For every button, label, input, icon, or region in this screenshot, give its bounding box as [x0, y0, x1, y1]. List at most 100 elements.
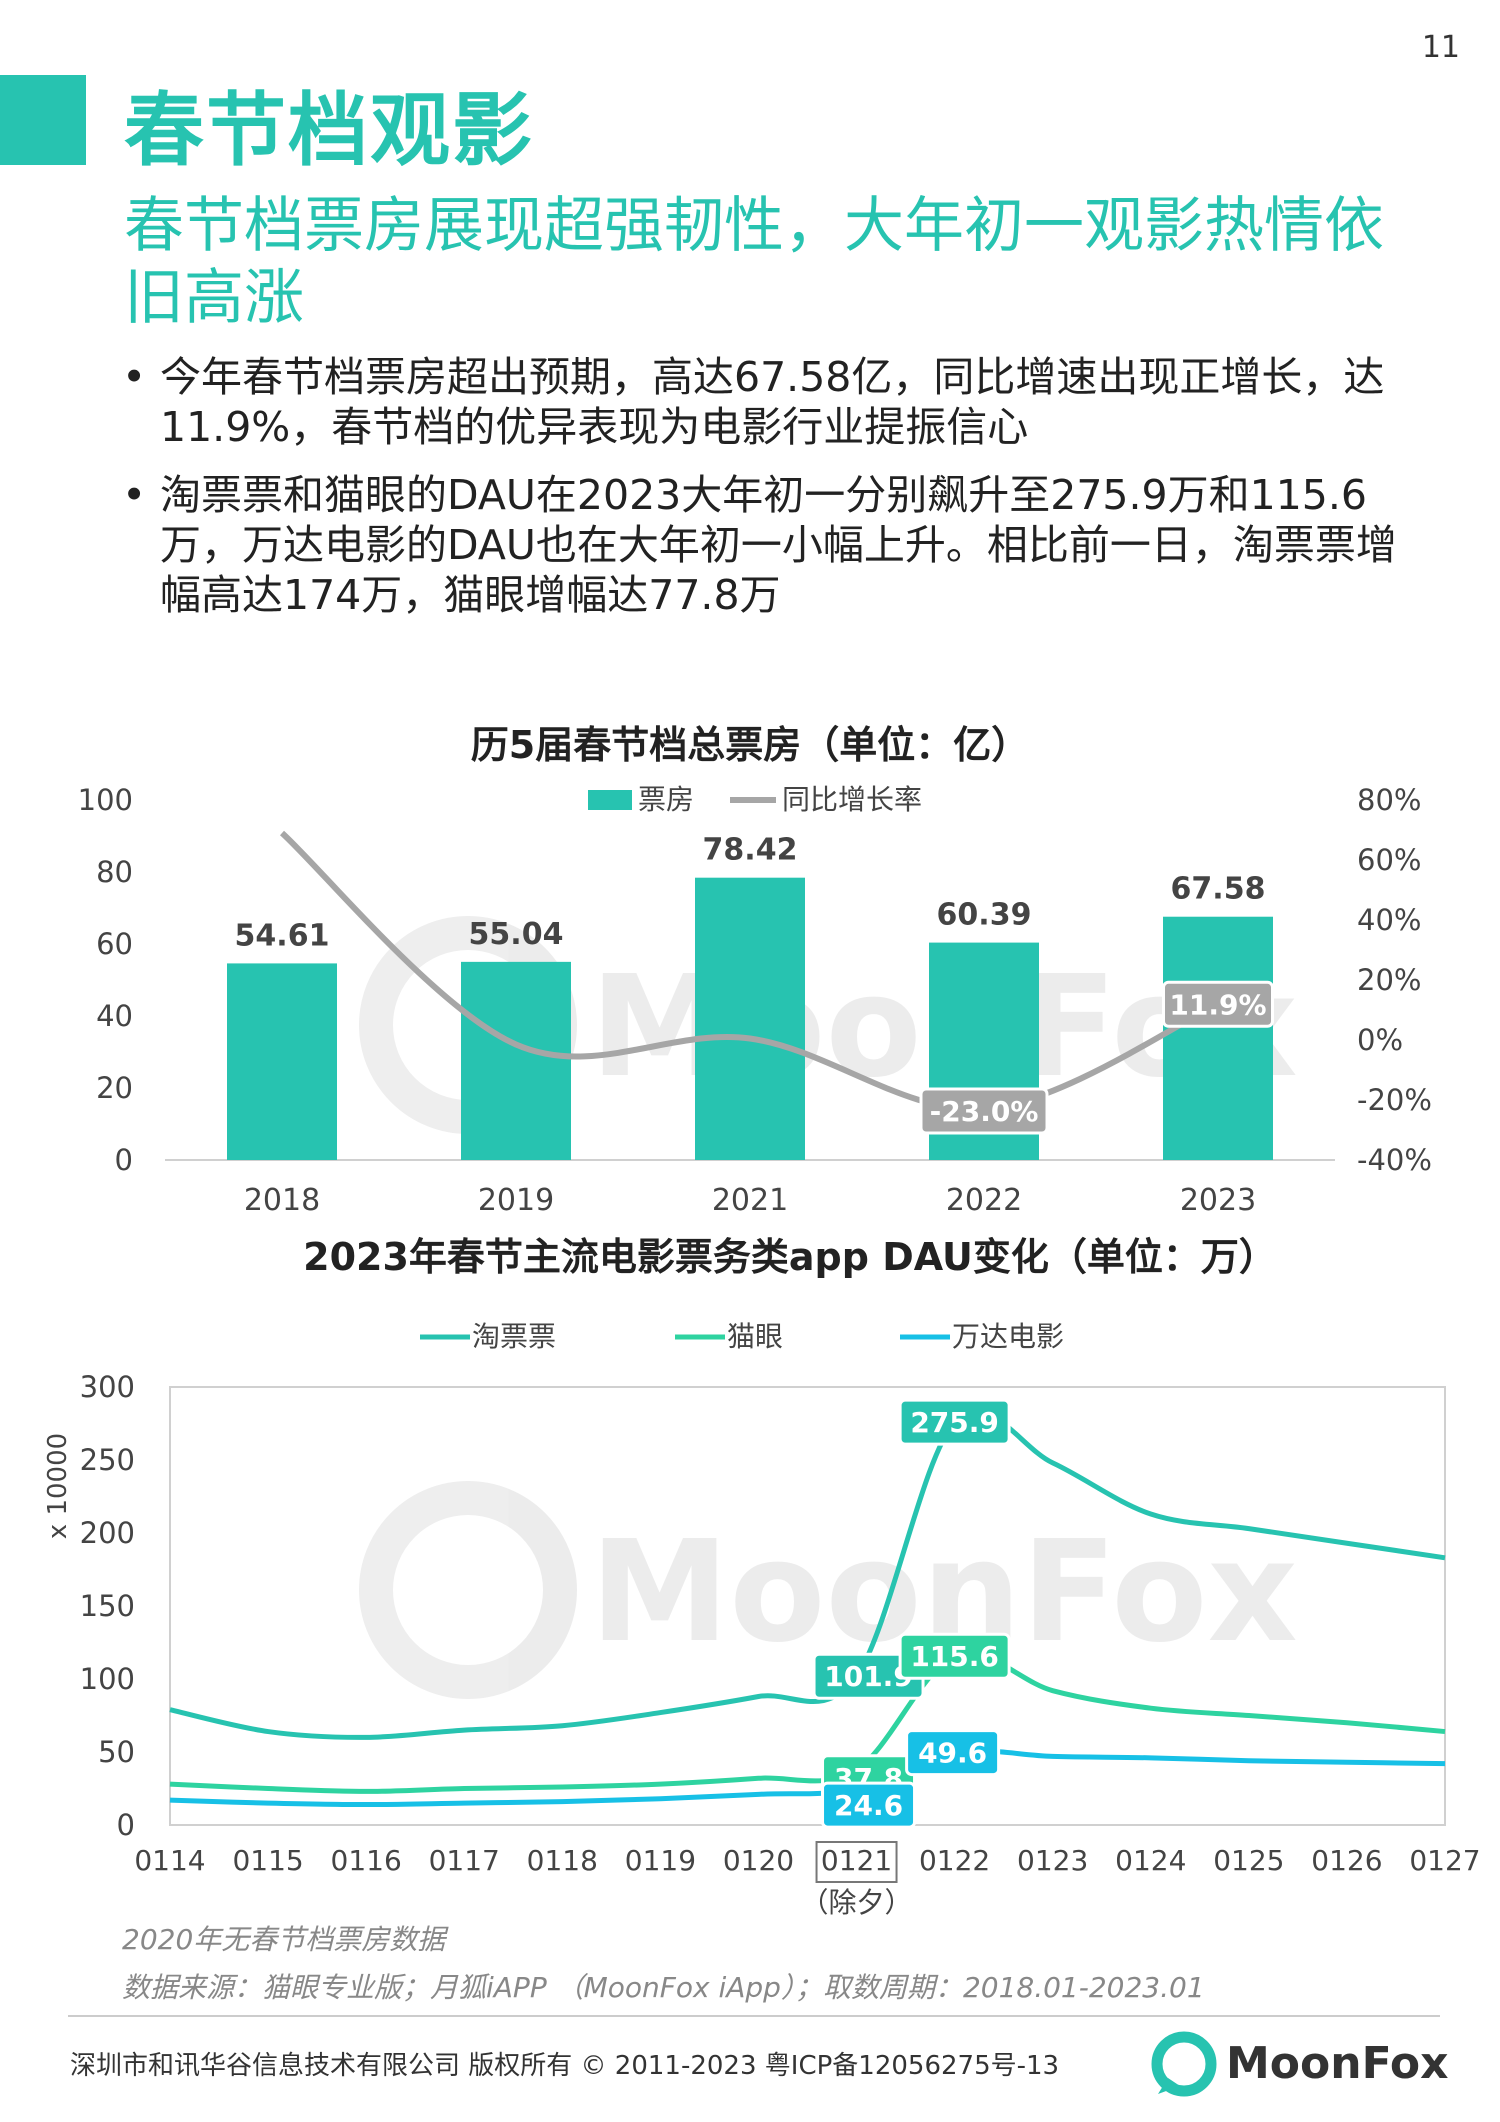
chart2-data-label-bg [898, 1398, 1011, 1446]
chart2-data-label-text: 275.9 [910, 1406, 999, 1439]
chart2-data-label: 115.6 [898, 1632, 1011, 1680]
chart2-title: 2023年春节主流电影票务类app DAU变化（单位：万） [303, 1235, 1277, 1279]
chart2-data-label-bg [905, 1729, 1001, 1777]
page-number: 11 [1421, 30, 1460, 65]
chart1-bars: 54.61 55.04 78.42 60.39 67.58 [227, 833, 1273, 1160]
chart2-data-label-bg [821, 1781, 917, 1829]
chart1-growth-label-text: 11.9% [1169, 988, 1266, 1021]
chart2-y-tick: 250 [80, 1443, 135, 1477]
chart2-y-tick: 150 [80, 1589, 135, 1623]
chart2-data-label-text: 101.9 [824, 1660, 913, 1693]
chart2-x-tick: 0114 [134, 1844, 205, 1877]
chart2-legend: 淘票票 猫眼 万达电影 [420, 1320, 1064, 1353]
chart1-y2-tick: 0% [1357, 1023, 1403, 1057]
bullet-list: 今年春节档票房超出预期，高达67.58亿，同比增速出现正增长，达11.9%，春节… [120, 352, 1430, 638]
chart2-x-tick: 0125 [1213, 1844, 1284, 1877]
bullet-item: 今年春节档票房超出预期，高达67.58亿，同比增速出现正增长，达11.9%，春节… [120, 352, 1430, 452]
legend-label-wanda: 万达电影 [952, 1320, 1064, 1353]
chart2-x-tick: 0118 [527, 1844, 598, 1877]
chart1-bar-label: 78.42 [703, 833, 798, 868]
chart2-series-line [169, 1748, 1446, 1808]
chart1-bar-label: 55.04 [469, 917, 564, 952]
chart1-title: 历5届春节档总票房（单位：亿） [471, 723, 1029, 767]
chart2-data-label-text: 24.6 [834, 1789, 903, 1822]
chart1-growth-label-text: -23.0% [930, 1095, 1039, 1128]
chart1-growth-label: -23.0% [919, 1087, 1049, 1135]
chart1-growth-line: -23.0% 11.9% [279, 830, 1274, 1135]
chart1-x-tick: 2018 [244, 1183, 320, 1218]
chart1-x-tick: 2021 [712, 1183, 788, 1218]
title-accent-bar [0, 75, 86, 165]
chart1-y2-tick: 60% [1357, 843, 1421, 877]
legend-label-growth: 同比增长率 [782, 783, 922, 816]
chart1-bar [227, 963, 337, 1160]
chart2-x-tick: 0122 [919, 1844, 990, 1877]
chart1-y2-tick: 40% [1357, 903, 1421, 937]
page-subtitle: 春节档票房展现超强韧性，大年初一观影热情依旧高涨 [124, 191, 1384, 333]
chart2-y-axis: 0 50 100 150 200 250 300 [80, 1370, 135, 1842]
dau-chart: 2023年春节主流电影票务类app DAU变化（单位：万） 淘票票 猫眼 万达电… [43, 1235, 1481, 1919]
chart2-x-axis: 0114 0115 0116 0117 0118 0119 0120 0121 0122 0123… [134, 1841, 1481, 1919]
chart2-y-tick: 300 [80, 1370, 135, 1404]
chart1-bar-label: 67.58 [1171, 872, 1266, 907]
chart1-y-tick: 0 [115, 1143, 133, 1177]
chart1-bar [461, 961, 571, 1160]
chart1-y2-tick: 20% [1357, 963, 1421, 997]
chart1-growth-label-bg [919, 1087, 1049, 1135]
chart2-y-axis-title: x 10000 [43, 1433, 73, 1539]
svg-text:MoonFox: MoonFox [1226, 2038, 1448, 2089]
chart1-growth-path [279, 830, 1220, 1113]
copyright-text: 深圳市和讯华谷信息技术有限公司 版权所有 © 2011-2023 粤ICP备12… [70, 2051, 1060, 2081]
footer-divider [68, 2015, 1440, 2017]
chart2-highlight-note: （除夕） [801, 1886, 913, 1919]
chart1-y-tick: 40 [96, 999, 133, 1033]
legend-label-box-office: 票房 [638, 783, 694, 816]
chart2-x-tick: 0124 [1115, 1844, 1186, 1877]
chart1-left-axis: 0 20 40 60 80 100 [78, 783, 133, 1177]
chart2-x-tick: 0119 [625, 1844, 696, 1877]
chart1-bar-label: 60.39 [937, 898, 1032, 933]
chart2-x-tick: 0121 [821, 1844, 892, 1877]
chart2-data-label-text: 115.6 [910, 1640, 999, 1673]
chart2-x-tick: 0127 [1409, 1844, 1480, 1877]
chart2-plot-frame [169, 1386, 1446, 1826]
chart2-y-tick: 200 [80, 1516, 135, 1550]
chart-note: 2020年无春节档票房数据 [122, 1923, 446, 1956]
moonfox-logo: MoonFox [1151, 2031, 1448, 2097]
chart1-y2-tick: -40% [1357, 1143, 1432, 1177]
legend-swatch-bar [588, 790, 632, 810]
chart2-highlight-box [815, 1841, 898, 1883]
data-source: 数据来源：猫眼专业版；月狐iAPP （MoonFox iApp）；取数周期：20… [122, 1971, 1205, 2004]
chart2-y-tick: 100 [80, 1662, 135, 1696]
chart1-y-tick: 60 [96, 927, 133, 961]
legend-label-taopiaopiao: 淘票票 [472, 1320, 556, 1353]
bullet-item: 淘票票和猫眼的DAU在2023大年初一分别飙升至275.9万和115.6万，万达… [120, 470, 1430, 620]
chart2-y-tick: 0 [117, 1808, 135, 1842]
legend-label-maoyan: 猫眼 [727, 1320, 783, 1353]
chart1-y-tick: 80 [96, 855, 133, 889]
chart1-right-axis: -40% -20% 0% 20% 40% 60% 80% [1357, 783, 1432, 1177]
chart1-y-tick: 100 [78, 783, 133, 817]
chart2-data-label: 275.9 [898, 1398, 1011, 1446]
chart2-series-line [169, 1651, 1446, 1794]
box-office-chart: 历5届春节档总票房（单位：亿） 票房 同比增长率 0 20 40 60 80 100 -4… [78, 723, 1432, 1218]
chart2-x-tick: 0123 [1017, 1844, 1088, 1877]
chart1-x-axis: 2018 2019 2021 2022 2023 [244, 1183, 1256, 1218]
chart1-y2-tick: 80% [1357, 783, 1421, 817]
page-title: 春节档观影 [124, 84, 534, 177]
chart1-x-tick: 2023 [1180, 1183, 1256, 1218]
chart1-bar-label: 54.61 [235, 918, 330, 953]
chart1-growth-label-bg [1162, 980, 1274, 1028]
chart2-data-label: 24.6 [821, 1781, 917, 1829]
chart2-x-tick: 0115 [232, 1844, 303, 1877]
chart2-x-tick: 0126 [1311, 1844, 1382, 1877]
chart2-data-label-text: 49.6 [918, 1737, 987, 1770]
chart1-bar [1163, 916, 1273, 1160]
chart1-y-tick: 20 [96, 1071, 133, 1105]
chart1-x-tick: 2022 [946, 1183, 1022, 1218]
chart2-data-label-bg [898, 1632, 1011, 1680]
chart1-legend: 票房 同比增长率 [588, 783, 922, 816]
chart1-y2-tick: -20% [1357, 1083, 1432, 1117]
